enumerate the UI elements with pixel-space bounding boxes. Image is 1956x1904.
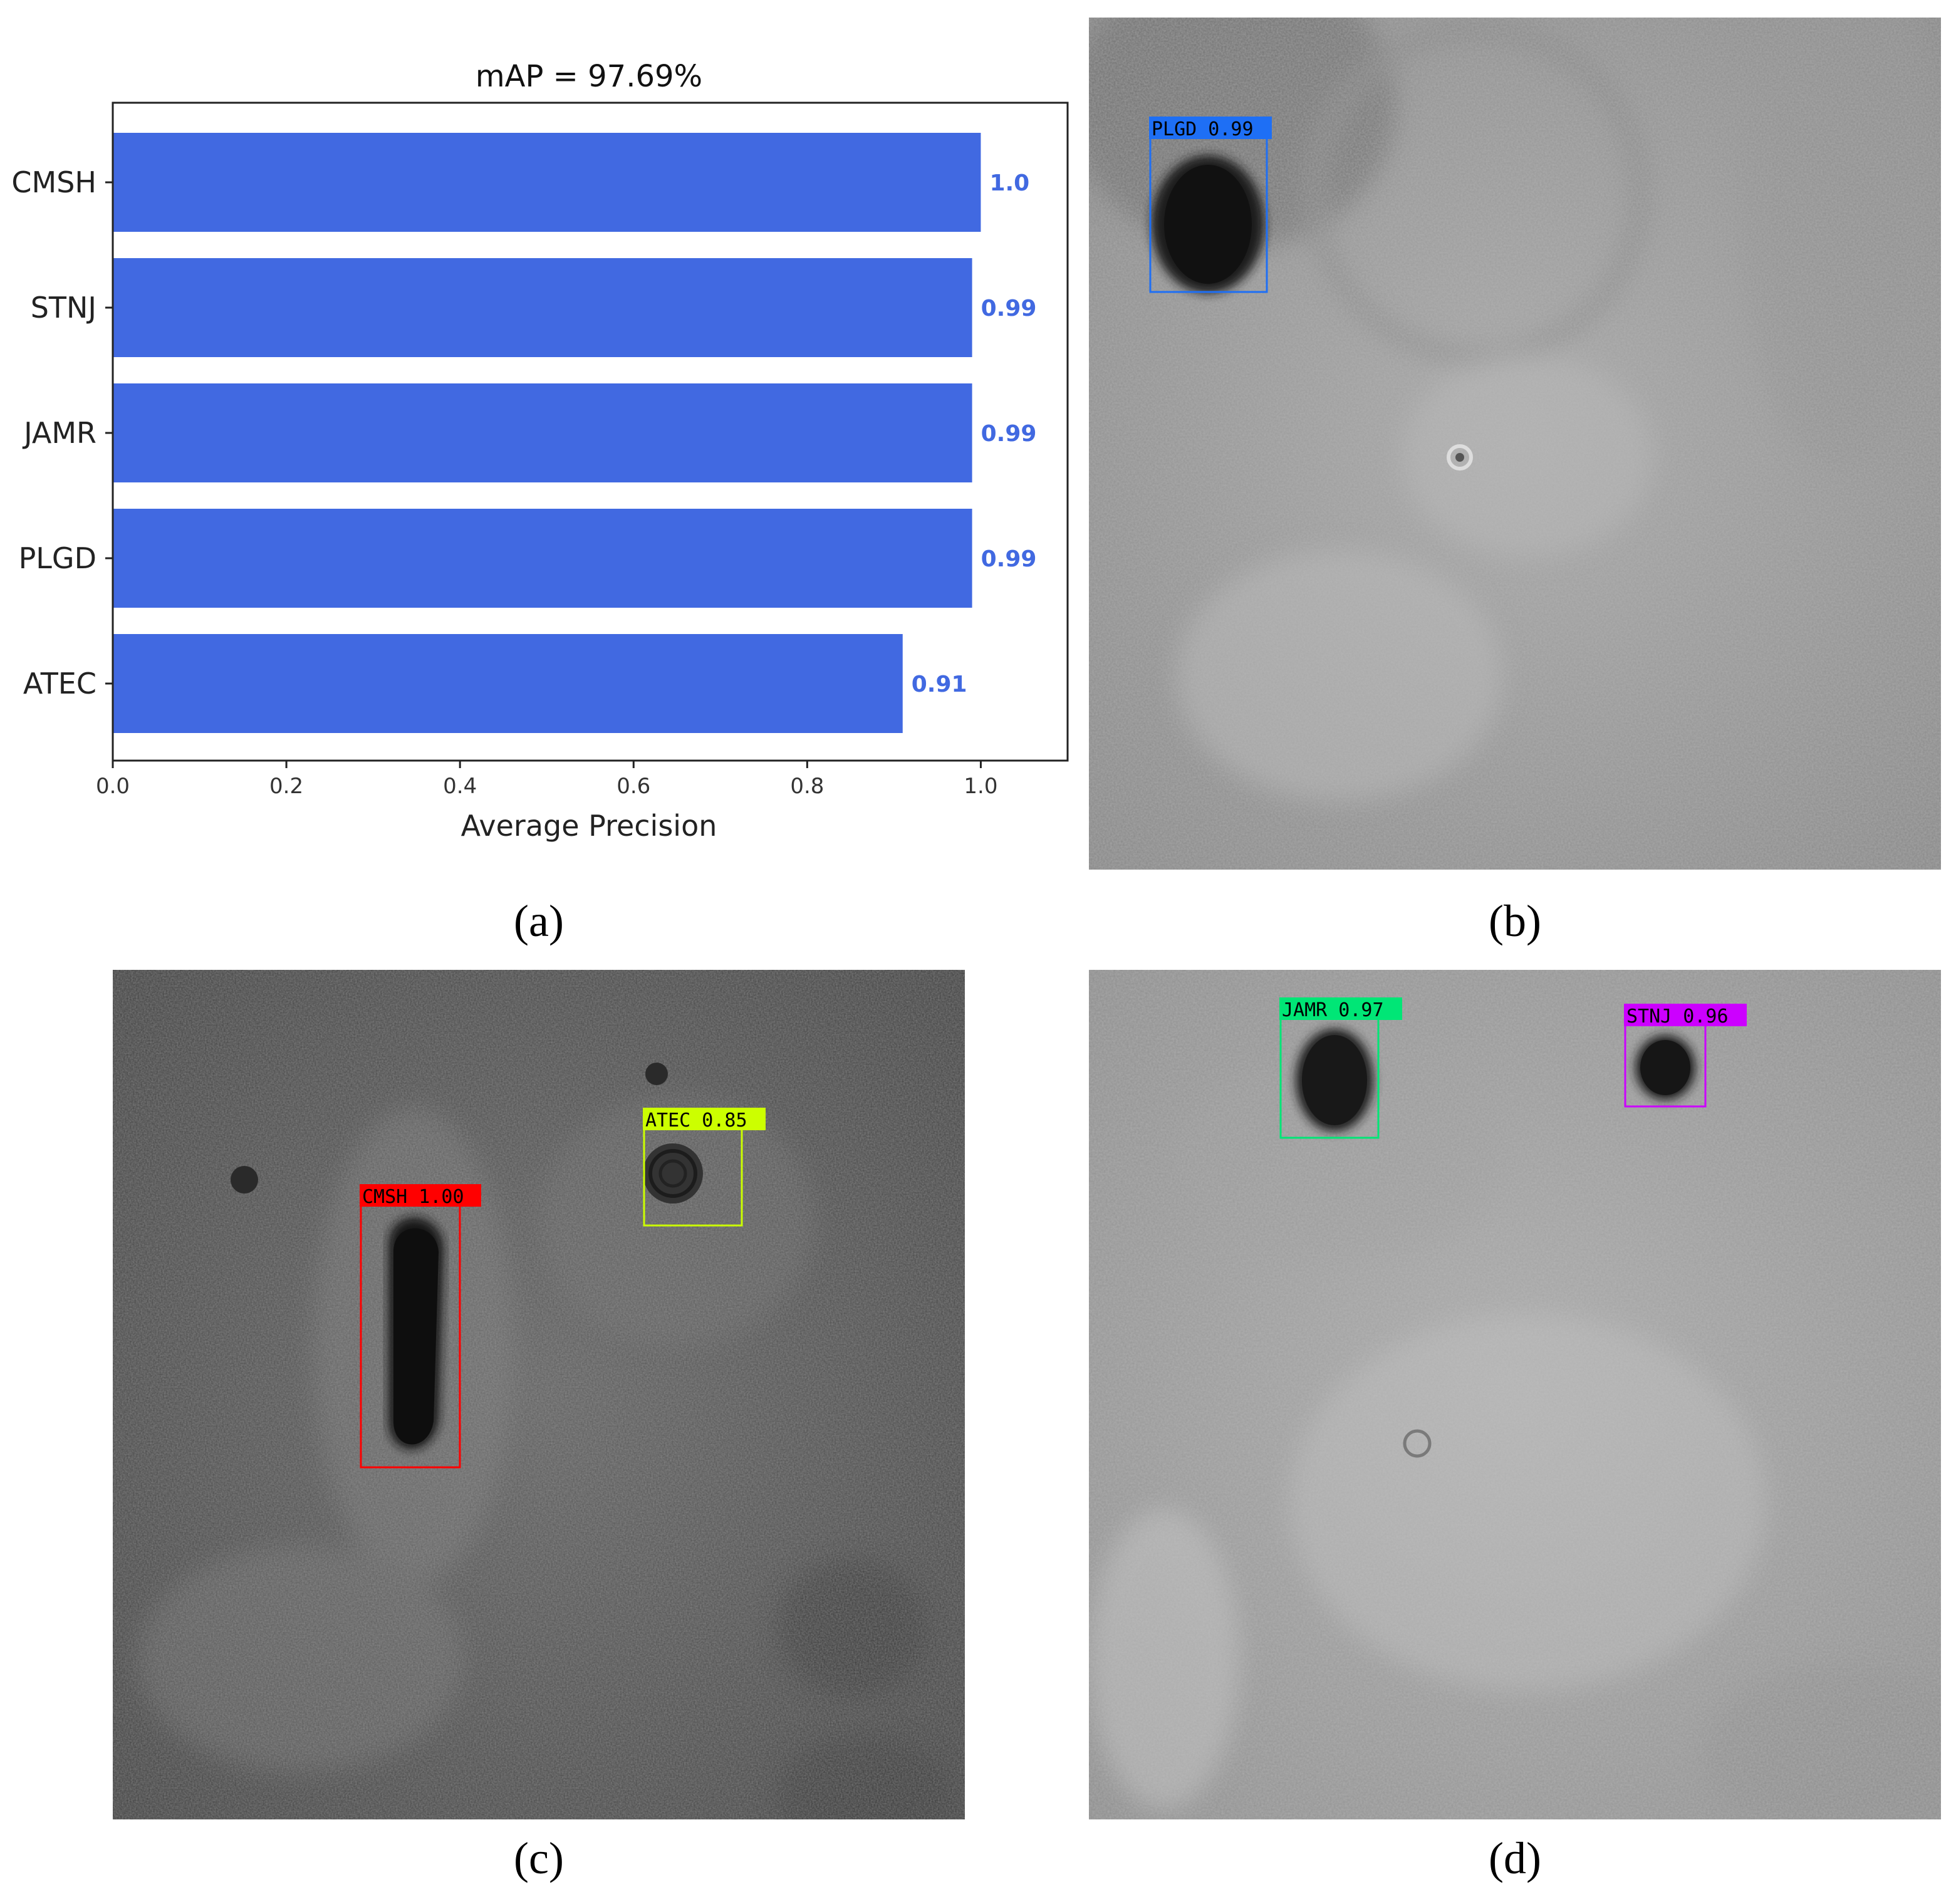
caption-a: (a) [514, 896, 564, 946]
x-tick-label: 1.0 [964, 774, 997, 799]
x-tick-label: 0.8 [790, 774, 824, 799]
category-label-stnj: STNJ [31, 291, 96, 325]
value-label-atec: 0.91 [912, 672, 967, 697]
x-ticks-group: 0.0 0.2 0.4 0.6 0.8 1.0 [96, 761, 997, 799]
detection-label-jamr: JAMR 0.97 [1282, 999, 1384, 1021]
detection-label-plgd: PLGD 0.99 [1152, 118, 1254, 140]
detection-box-plgd: PLGD 0.99 [1149, 117, 1272, 293]
microscopy-image-b: PLGD 0.99 [1089, 18, 1941, 870]
caption-b: (b) [1489, 896, 1541, 946]
microscopy-image-c: CMSH 1.00 ATEC 0.85 [113, 970, 965, 1819]
detection-label-stnj: STNJ 0.96 [1626, 1006, 1729, 1027]
x-axis-title: Average Precision [461, 809, 717, 843]
category-label-atec: ATEC [23, 667, 96, 700]
value-labels-group: 1.0 0.99 0.99 0.99 0.91 [912, 170, 1037, 697]
chart-title: mAP = 97.69% [476, 59, 702, 94]
value-label-jamr: 0.99 [981, 421, 1037, 447]
category-label-plgd: PLGD [19, 541, 96, 575]
value-label-cmsh: 1.0 [989, 170, 1029, 196]
detection-box-cmsh: CMSH 1.00 [360, 1184, 481, 1469]
caption-c: (c) [514, 1833, 564, 1883]
value-label-plgd: 0.99 [981, 546, 1037, 572]
bar-plgd [113, 509, 972, 608]
bar-stnj [113, 258, 972, 357]
value-label-stnj: 0.99 [981, 296, 1037, 321]
detection-box-stnj: STNJ 0.96 [1624, 1004, 1747, 1108]
category-labels-group: CMSH STNJ JAMR PLGD ATEC [11, 165, 113, 700]
plot-frame [112, 101, 1069, 762]
bars-group [113, 133, 981, 733]
detection-box-atec: ATEC 0.85 [643, 1108, 766, 1227]
bar-jamr [113, 383, 972, 482]
category-label-jamr: JAMR [22, 416, 96, 450]
detection-box-jamr: JAMR 0.97 [1279, 997, 1402, 1139]
x-tick-label: 0.0 [96, 774, 130, 799]
ap-bar-chart: mAP = 97.69% 1.0 0.99 0.99 0.99 0.91 CMSH STN… [11, 59, 1069, 843]
caption-d: (d) [1489, 1833, 1541, 1883]
microscopy-image-d: JAMR 0.97 STNJ 0.96 [1089, 970, 1941, 1819]
bar-atec [113, 634, 903, 733]
x-tick-label: 0.4 [443, 774, 477, 799]
category-label-cmsh: CMSH [11, 165, 96, 199]
x-tick-label: 0.2 [269, 774, 303, 799]
bar-cmsh [113, 133, 981, 232]
detection-label-atec: ATEC 0.85 [645, 1110, 747, 1131]
x-tick-label: 0.6 [616, 774, 650, 799]
detection-label-cmsh: CMSH 1.00 [362, 1186, 464, 1208]
